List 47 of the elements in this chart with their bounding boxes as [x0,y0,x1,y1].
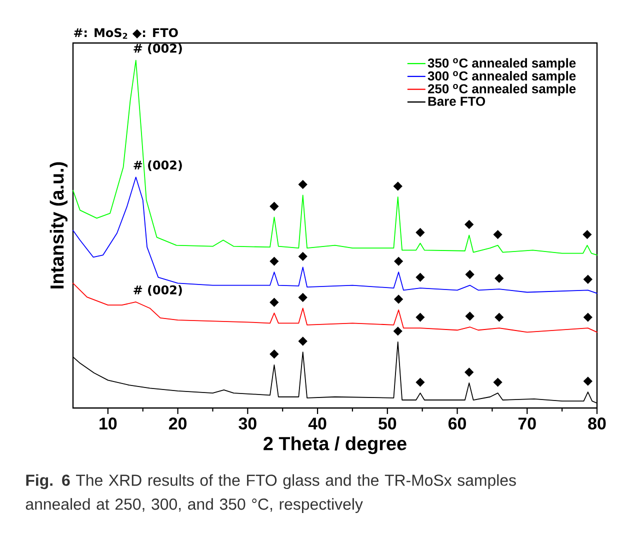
x-tick-label: 70 [518,418,536,430]
annotation: ◆ [493,378,502,387]
annotation: ◆ [583,312,592,322]
annotation: ◆ [494,274,504,283]
annotation: ◆ [270,350,279,359]
x-tick-label: 50 [378,418,396,430]
x-tick-label: 80 [588,418,606,430]
annotation: ◆ [298,292,308,302]
x-tick-label: 30 [238,418,256,430]
annotation: # (002) [134,160,182,171]
annotation: # (002) [134,285,182,296]
annotation: ◆ [416,272,425,282]
x-tick-label: 10 [100,418,117,430]
annotation: ◆ [298,252,308,262]
annotation: ◆ [394,256,404,266]
x-tick-label: 20 [168,418,187,430]
y-axis-title: Intansity (a.u.) [50,162,68,288]
annotation: ◆ [393,182,402,191]
legend-label: 300 $^{o}$C annealed sample [428,70,576,84]
annotation: ◆ [582,230,592,240]
x-axis-title: 2 Theta / degree [264,436,406,454]
annotation: ◆ [465,270,474,280]
annotation: # (002) [134,44,182,54]
annotation: ◆ [464,220,474,230]
annotation: ◆ [583,274,592,284]
annotation: ◆ [270,298,279,307]
annotation: ◆ [583,376,592,386]
annotation: ◆ [298,336,308,346]
x-tick-label: 40 [308,418,326,430]
text: Fig. 6 The XRD results of the FTO glass and the TR-MoSx samples annealed at 250, 300, and 350 °C, respectively [26,474,516,513]
annotation: ◆ [393,326,402,336]
annotation: ◆ [270,256,279,266]
annotation: ◆ [465,312,474,321]
annotation: ◆ [494,312,504,322]
annotation: ◆ [416,228,425,238]
x-tick-label: 60 [448,418,466,430]
legend-label: 250 $^{o}$C annealed sample [428,84,576,96]
text: #: MoS$_{2}$ ◆: FTO [74,28,178,39]
annotation: ◆ [394,294,404,304]
annotation: ◆ [270,202,279,211]
annotation: ◆ [298,180,308,190]
annotation: ◆ [464,368,474,377]
annotation: ◆ [416,378,425,387]
annotation: ◆ [416,312,425,322]
legend-label: 350 $^{o}$C annealed sample [428,58,576,70]
legend-label: Bare FTO [428,96,486,106]
annotation: ◆ [493,230,502,240]
